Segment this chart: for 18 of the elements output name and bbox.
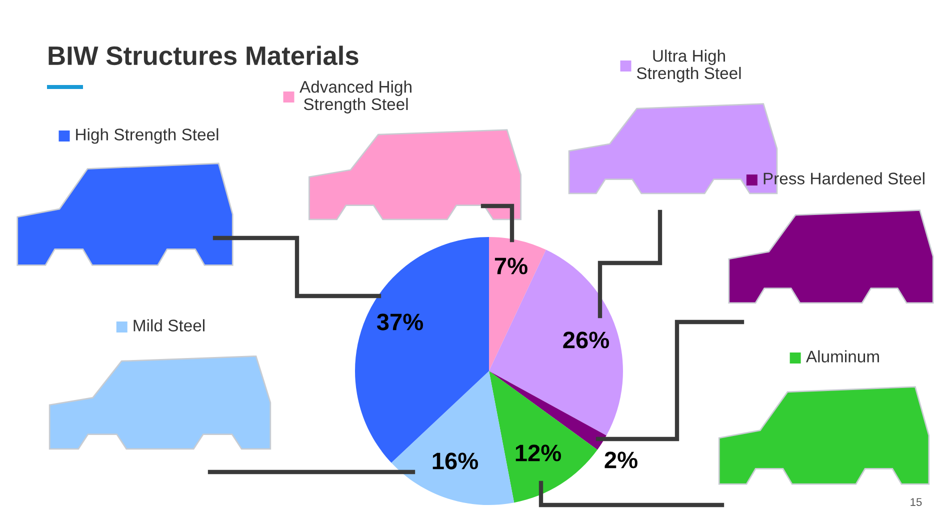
data-label: 12% [516,444,562,462]
text: 15 [910,498,922,506]
legend-label: Ultra High Strength Steel [636,50,741,82]
data-label: 7% [494,258,528,274]
chart-title: BIW Structures Materials [48,46,358,66]
legend-label: High Strength Steel [76,128,218,144]
legend-label: Press Hardened Steel [764,172,924,184]
data-label: 26% [563,332,610,348]
legend-label: Advanced High Strength Steel [300,80,412,114]
legend-label: Aluminum [806,350,879,362]
pie-slice [489,237,546,371]
pie-slice [489,371,598,503]
pie-slice [391,371,514,505]
data-label: 16% [432,452,478,470]
legend-label: Mild Steel [134,319,204,332]
data-label: 2% [604,452,638,468]
pie-slice [489,250,623,436]
data-label: 37% [376,314,424,330]
